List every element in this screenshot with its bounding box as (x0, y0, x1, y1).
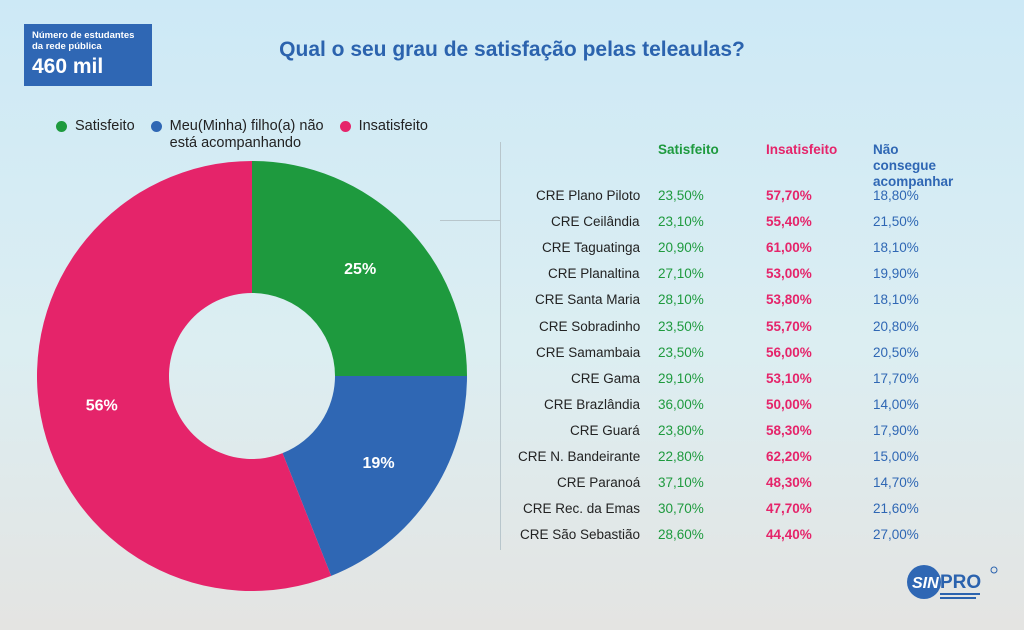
row-name: CRE Sobradinho (539, 318, 641, 334)
col-header-nao-consegue: Não consegue acompanhar (873, 142, 954, 189)
cell-nao-consegue: 21,50% (873, 214, 919, 230)
table-row: CRE Paranoá 37,10% 48,30% 14,70% (500, 475, 980, 501)
table-row: CRE Santa Maria 28,10% 53,80% 18,10% (500, 292, 980, 318)
cell-insatisfeito: 55,40% (766, 214, 812, 230)
legend-dot-satisfeito (56, 121, 67, 132)
svg-text:SIN: SIN (912, 575, 939, 592)
row-name: CRE Rec. da Emas (523, 501, 641, 517)
cell-insatisfeito: 61,00% (766, 240, 812, 256)
col-header-insatisfeito: Insatisfeito (766, 142, 838, 157)
cell-satisfeito: 23,50% (658, 318, 704, 334)
cell-insatisfeito: 53,80% (766, 292, 812, 308)
legend-item-nao-acompanhando: Meu(Minha) filho(a) não está acompanhand… (150, 118, 324, 152)
cell-satisfeito: 23,50% (658, 188, 704, 203)
cell-nao-consegue: 15,00% (873, 449, 919, 464)
cell-satisfeito: 20,90% (658, 240, 704, 256)
table-row: CRE N. Bandeirante 22,80% 62,20% 15,00% (500, 449, 980, 475)
row-name: CRE Gama (571, 370, 641, 386)
cell-nao-consegue: 17,70% (873, 370, 919, 386)
cell-insatisfeito: 50,00% (766, 396, 812, 412)
table-row: CRE Taguatinga 20,90% 61,00% 18,10% (500, 240, 980, 266)
row-name: CRE Plano Piloto (536, 188, 641, 203)
cell-nao-consegue: 21,60% (873, 501, 919, 517)
cell-nao-consegue: 20,80% (873, 318, 919, 334)
table-row: CRE Rec. da Emas 30,70% 47,70% 21,60% (500, 501, 980, 527)
col-header-satisfeito: Satisfeito (658, 142, 719, 157)
donut-label-1: 19% (363, 455, 395, 472)
cell-satisfeito: 23,50% (658, 344, 704, 360)
table-row: CRE Samambaia 23,50% 56,00% 20,50% (500, 345, 980, 371)
cell-satisfeito: 22,80% (658, 449, 704, 464)
table-row: CRE Gama 29,10% 53,10% 17,70% (500, 371, 980, 397)
cell-satisfeito: 23,10% (658, 214, 704, 230)
cell-nao-consegue: 19,90% (873, 266, 919, 282)
legend-label-satisfeito: Satisfeito (75, 118, 135, 134)
row-name: CRE Samambaia (536, 344, 641, 360)
cell-insatisfeito: 56,00% (766, 344, 812, 360)
row-name: CRE Ceilândia (551, 214, 640, 230)
cell-insatisfeito: 48,30% (766, 475, 812, 491)
svg-text:PRO: PRO (940, 572, 981, 593)
legend-label-insatisfeito: Insatisfeito (358, 118, 428, 134)
row-name: CRE São Sebastião (520, 527, 641, 543)
cell-nao-consegue: 14,70% (873, 475, 919, 491)
donut-chart: 25% 19% 56% (37, 161, 467, 591)
row-name: CRE N. Bandeirante (518, 449, 641, 464)
table-row: CRE Ceilândia 23,10% 55,40% 21,50% (500, 214, 980, 240)
student-count-badge: Número de estudantes da rede pública 460… (24, 24, 152, 86)
cell-satisfeito: 27,10% (658, 266, 704, 282)
legend-dot-insatisfeito (339, 121, 351, 132)
donut-slice-1 (282, 376, 467, 576)
cell-satisfeito: 23,80% (658, 422, 704, 438)
donut-slice-2 (37, 161, 332, 591)
legend-label-nao-acompanhando: Meu(Minha) filho(a) não está acompanhand… (169, 118, 324, 151)
table-row: CRE Sobradinho 23,50% 55,70% 20,80% (500, 319, 980, 345)
donut-label-2: 56% (86, 398, 118, 415)
badge-label: Número de estudantes da rede pública (32, 30, 135, 52)
cell-insatisfeito: 47,70% (766, 501, 812, 517)
cell-nao-consegue: 27,00% (873, 527, 919, 543)
table-divider (500, 142, 501, 550)
sinpro-logo: SIN PRO (907, 565, 998, 599)
cell-nao-consegue: 17,90% (873, 422, 919, 438)
cell-satisfeito: 30,70% (658, 501, 704, 517)
legend-item-satisfeito: Satisfeito (56, 118, 135, 152)
cell-satisfeito: 28,10% (658, 292, 704, 308)
legend-dot-nao-acompanhando (150, 121, 162, 132)
cell-insatisfeito: 57,70% (766, 188, 812, 203)
cell-nao-consegue: 14,00% (873, 396, 919, 412)
cell-nao-consegue: 18,10% (873, 292, 919, 308)
row-name: CRE Guará (570, 422, 640, 438)
cell-satisfeito: 29,10% (658, 370, 704, 386)
cell-satisfeito: 36,00% (658, 396, 704, 412)
table-row: CRE Plano Piloto 23,50% 57,70% 18,80% (500, 188, 980, 214)
cell-satisfeito: 37,10% (658, 475, 704, 491)
table-row: CRE Planaltina 27,10% 53,00% 19,90% (500, 266, 980, 292)
row-name: CRE Taguatinga (542, 240, 641, 256)
donut-slice-0 (252, 161, 467, 376)
legend-item-insatisfeito: Insatisfeito (339, 118, 428, 152)
row-name: CRE Paranoá (557, 475, 641, 491)
donut-label-0: 25% (344, 261, 376, 278)
table-row: CRE Brazlândia 36,00% 50,00% 14,00% (500, 397, 980, 423)
cell-insatisfeito: 62,20% (766, 449, 812, 464)
connector-line (440, 220, 501, 221)
cell-nao-consegue: 18,80% (873, 188, 919, 203)
cell-insatisfeito: 55,70% (766, 318, 812, 334)
cell-insatisfeito: 53,10% (766, 370, 812, 386)
table-row: CRE Guará 23,80% 58,30% 17,90% (500, 423, 980, 449)
row-name: CRE Planaltina (548, 266, 640, 282)
cell-nao-consegue: 18,10% (873, 240, 919, 256)
table-row: CRE São Sebastião 28,60% 44,40% 27,00% (500, 527, 980, 553)
cell-nao-consegue: 20,50% (873, 344, 919, 360)
cell-insatisfeito: 53,00% (766, 266, 812, 282)
row-name: CRE Brazlândia (544, 396, 641, 412)
badge-value: 460 mil (32, 55, 104, 78)
row-name: CRE Santa Maria (535, 292, 641, 308)
cell-insatisfeito: 44,40% (766, 527, 812, 543)
legend: Satisfeito Meu(Minha) filho(a) não está … (56, 118, 428, 152)
cell-satisfeito: 28,60% (658, 527, 704, 543)
cell-insatisfeito: 58,30% (766, 422, 812, 438)
chart-title: Qual o seu grau de satisfação pelas tele… (279, 38, 745, 61)
